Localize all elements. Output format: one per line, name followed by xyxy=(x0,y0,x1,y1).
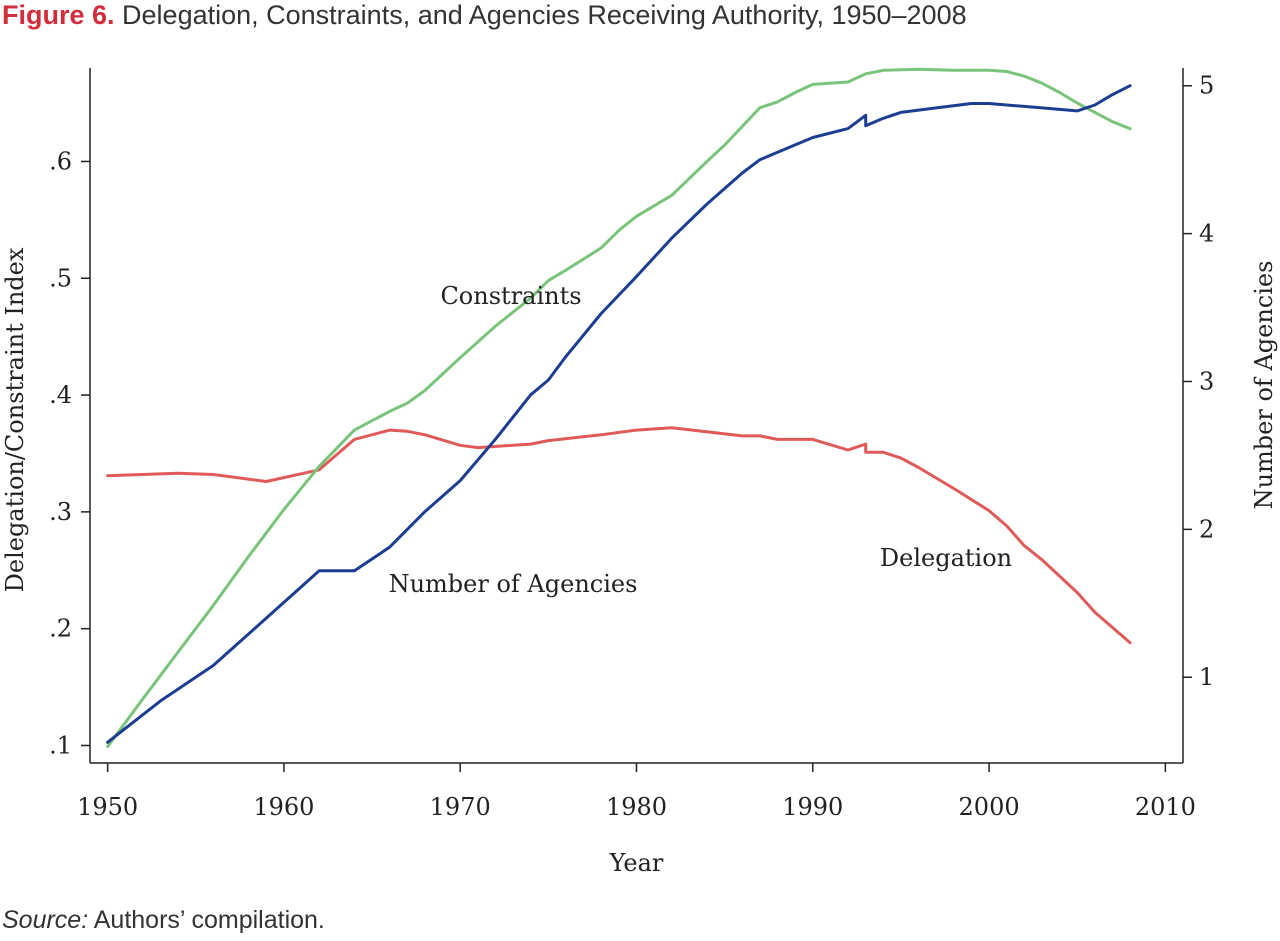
figure-label: Figure 6. xyxy=(2,0,115,30)
y-right-tick-label: 4 xyxy=(1199,220,1214,248)
figure-title: Figure 6. Delegation, Constraints, and A… xyxy=(2,0,967,31)
figure-title-text: Delegation, Constraints, and Agencies Re… xyxy=(122,0,967,30)
agencies-label: Number of Agencies xyxy=(389,570,638,598)
y-right-tick-label: 2 xyxy=(1199,515,1214,543)
chart-annotations: Constraints Delegation Number of Agencies xyxy=(389,282,1013,598)
chart-series xyxy=(106,67,1132,749)
x-tick-label: 1970 xyxy=(430,793,491,821)
source-text: Authors’ compilation. xyxy=(93,906,325,934)
constraints-line xyxy=(106,67,1132,749)
x-tick-label: 1950 xyxy=(77,793,138,821)
y-right-tick-label: 1 xyxy=(1199,663,1214,691)
x-tick-label: 1960 xyxy=(253,793,314,821)
y-left-tick-label: .6 xyxy=(49,147,72,175)
y-right-tick-label: 3 xyxy=(1199,367,1214,395)
x-axis-title: Year xyxy=(609,849,664,877)
chart-axes: 1950 1960 1970 1980 1990 2000 2010 .1 .2 .3 .4 .5 .6… xyxy=(1,68,1278,877)
delegation-label: Delegation xyxy=(880,544,1012,572)
y-left-tick-label: .5 xyxy=(49,264,72,292)
y-left-tick-label: .2 xyxy=(49,615,72,643)
y-left-tick-label: .3 xyxy=(49,498,72,526)
y-left-tick-label: .1 xyxy=(49,731,72,759)
y-left-tick-label: .4 xyxy=(49,381,72,409)
y-axis-right-title: Number of Agencies xyxy=(1250,261,1278,510)
delegation-line xyxy=(106,426,1132,645)
figure-source: Source: Authors’ compilation. xyxy=(2,906,325,935)
x-tick-label: 1990 xyxy=(782,793,843,821)
constraints-label: Constraints xyxy=(440,282,581,310)
x-tick-label: 1980 xyxy=(606,793,667,821)
x-tick-label: 2010 xyxy=(1135,793,1196,821)
x-tick-label: 2000 xyxy=(959,793,1020,821)
agencies-line xyxy=(106,84,1132,744)
y-axis-left-title: Delegation/Constraint Index xyxy=(1,247,29,592)
source-label: Source: xyxy=(2,906,89,934)
y-right-tick-label: 5 xyxy=(1199,72,1214,100)
